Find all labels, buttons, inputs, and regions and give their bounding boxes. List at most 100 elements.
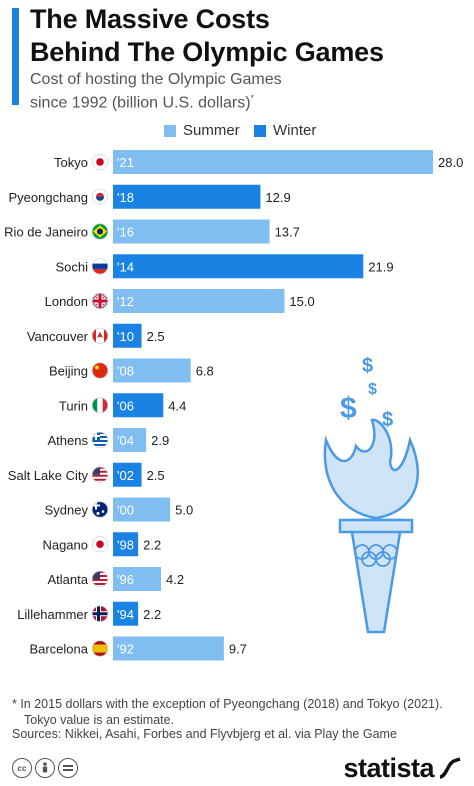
footnote-line-1: * In 2015 dollars with the exception of … xyxy=(12,697,443,711)
sources: Sources: Nikkei, Asahi, Forbes and Flyvb… xyxy=(12,727,397,741)
subtitle-line-2: since 1992 (billion U.S. dollars)* xyxy=(30,89,450,112)
category-label: Tokyo xyxy=(54,155,88,170)
footnote-line-2: Tokyo value is an estimate. xyxy=(24,713,175,727)
category-label: Salt Lake City xyxy=(8,468,89,483)
bar-salt-lake-city xyxy=(113,462,142,487)
bar-pyeongchang xyxy=(113,184,261,209)
year-label: '94 xyxy=(117,607,134,622)
spain-flag-icon xyxy=(92,640,109,657)
statista-logo-icon xyxy=(439,757,461,779)
accent-bar xyxy=(12,8,19,105)
value-label: 28.0 xyxy=(438,155,463,170)
year-label: '04 xyxy=(117,433,134,448)
svg-text:$: $ xyxy=(362,355,373,377)
year-label: '18 xyxy=(117,190,134,205)
italy-flag-icon xyxy=(92,397,109,414)
usa-flag-icon xyxy=(92,570,109,587)
bar-barcelona xyxy=(113,636,224,661)
category-label: Athens xyxy=(48,433,89,448)
category-label: Pyeongchang xyxy=(8,190,88,205)
category-label: Atlanta xyxy=(48,572,89,587)
category-label: Barcelona xyxy=(29,642,88,657)
svg-text:$: $ xyxy=(382,409,393,431)
norway-flag-icon xyxy=(92,605,109,622)
value-label: 4.4 xyxy=(168,398,186,413)
value-label: 9.7 xyxy=(229,642,247,657)
attribution-icon xyxy=(35,758,55,778)
greece-flag-icon xyxy=(92,431,109,448)
legend-label-summer: Summer xyxy=(183,122,240,139)
year-label: '16 xyxy=(117,225,134,240)
bar-vancouver xyxy=(113,323,142,348)
bar-nagano xyxy=(113,532,139,557)
year-label: '08 xyxy=(117,364,134,379)
svg-text:$: $ xyxy=(340,392,357,425)
legend-swatch-winter xyxy=(254,124,266,137)
russia-flag-icon xyxy=(92,258,109,275)
value-label: 2.5 xyxy=(147,468,165,483)
year-label: '12 xyxy=(117,294,134,309)
bar-athens xyxy=(113,428,147,452)
category-label: Vancouver xyxy=(27,329,89,344)
title-line-1: The Massive Costs xyxy=(30,4,270,34)
value-label: 13.7 xyxy=(275,225,300,240)
value-label: 5.0 xyxy=(175,503,193,518)
bar-chart: $ $ $ $ Tokyo '21 28.0 Pyeongchang '18 12.9 Ri… xyxy=(4,150,463,661)
bar-sochi xyxy=(113,254,364,279)
south-korea-flag-icon xyxy=(92,188,109,205)
chart-title: The Massive Costs Behind The Olympic Gam… xyxy=(30,3,384,69)
australia-flag-icon xyxy=(92,501,109,518)
category-label: Turin xyxy=(59,398,88,413)
bar-tokyo xyxy=(113,150,433,174)
year-label: '98 xyxy=(117,537,134,552)
category-label: London xyxy=(45,294,88,309)
chart-subtitle: Cost of hosting the Olympic Games since … xyxy=(30,70,450,112)
legend: Summer Winter xyxy=(0,122,474,142)
category-label: Lillehammer xyxy=(17,607,88,622)
title-line-2: Behind The Olympic Games xyxy=(30,37,384,67)
year-label: '00 xyxy=(117,503,134,518)
category-label: Rio de Janeiro xyxy=(4,225,88,240)
year-label: '10 xyxy=(117,329,134,344)
value-label: 2.9 xyxy=(151,433,169,448)
value-label: 4.2 xyxy=(166,572,184,587)
uk-flag-icon xyxy=(92,292,109,309)
category-label: Beijing xyxy=(49,364,88,379)
legend-item-winter: Winter xyxy=(254,122,316,139)
value-label: 2.5 xyxy=(147,329,165,344)
bar-beijing xyxy=(113,358,191,383)
category-label: Sochi xyxy=(55,259,88,274)
no-derivatives-icon xyxy=(58,758,78,778)
footnote: * In 2015 dollars with the exception of … xyxy=(12,696,467,728)
category-label: Sydney xyxy=(45,503,89,518)
bar-turin xyxy=(113,393,164,418)
year-label: '21 xyxy=(117,155,134,170)
subtitle-line-1: Cost of hosting the Olympic Games xyxy=(30,71,282,88)
legend-label-winter: Winter xyxy=(273,122,317,139)
cc-icon: cc xyxy=(12,758,32,778)
year-label: '14 xyxy=(117,259,134,274)
subtitle-line-2-text: since 1992 (billion U.S. dollars) xyxy=(30,94,251,112)
japan-flag-icon xyxy=(92,154,109,171)
value-label: 2.2 xyxy=(143,607,161,622)
value-label: 12.9 xyxy=(265,190,290,205)
svg-text:$: $ xyxy=(368,381,377,398)
bar-lillehammer xyxy=(113,601,139,626)
canada-flag-icon xyxy=(92,327,109,344)
value-label: 2.2 xyxy=(143,537,161,552)
year-label: '02 xyxy=(117,468,134,483)
bar-rio-de-janeiro xyxy=(113,219,270,244)
torch-illustration-icon: $ $ $ $ xyxy=(323,355,419,634)
subtitle-asterisk: * xyxy=(250,93,255,103)
value-label: 15.0 xyxy=(289,294,314,309)
brazil-flag-icon xyxy=(92,223,109,240)
year-label: '96 xyxy=(117,572,134,587)
legend-swatch-summer xyxy=(164,124,176,137)
bar-sydney xyxy=(113,497,171,522)
bar-atlanta xyxy=(113,567,161,591)
japan-flag-icon xyxy=(92,536,109,553)
year-label: '06 xyxy=(117,398,134,413)
value-label: 21.9 xyxy=(368,259,393,274)
brand-logo: statista xyxy=(343,753,434,783)
year-label: '92 xyxy=(117,642,134,657)
